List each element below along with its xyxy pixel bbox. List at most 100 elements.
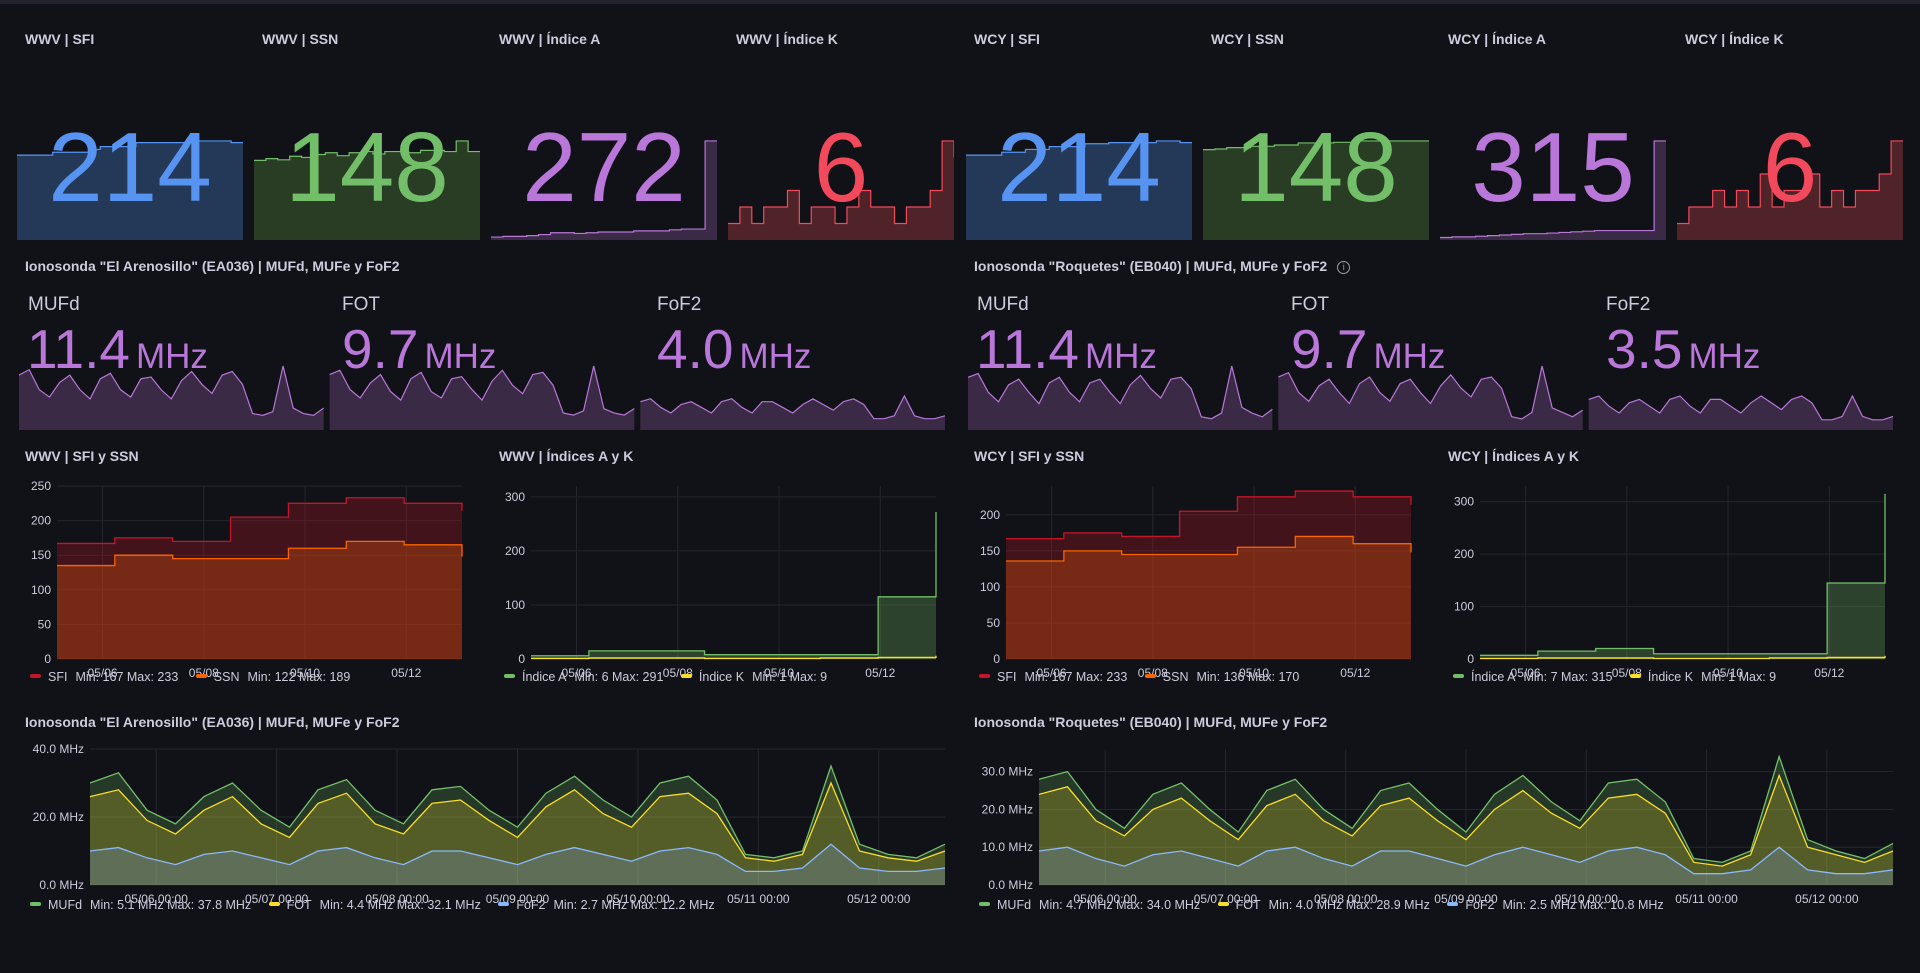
legend-item-index-k[interactable]: Índice K Min: 1 Max: 9 bbox=[680, 670, 827, 684]
info-icon[interactable]: i bbox=[1337, 261, 1351, 274]
series-area bbox=[531, 511, 936, 659]
x-tick-label: 05/10 bbox=[1239, 666, 1269, 680]
stat-panel-wwv-ssn[interactable]: WWV | SSN 148 bbox=[254, 26, 480, 240]
legend-stats: Min: 6 Max: 291 bbox=[574, 670, 664, 684]
legend-label: FOT bbox=[286, 898, 312, 912]
legend-swatch bbox=[30, 674, 41, 678]
legend-swatch bbox=[979, 674, 990, 678]
stat-panel-wcy-a[interactable]: WCY | Índice A 315 bbox=[1440, 26, 1666, 240]
legend-item-index-k[interactable]: Índice K Min: 1 Max: 9 bbox=[1629, 670, 1777, 684]
stat-panel-wcy-k[interactable]: WCY | Índice K 6 bbox=[1677, 26, 1903, 240]
legend-label: SSN bbox=[1162, 670, 1189, 684]
sparkline bbox=[728, 140, 954, 240]
legend-item-fof2[interactable]: FoF2 Min: 2.5 MHz Max: 10.8 MHz bbox=[1447, 898, 1664, 912]
iono-spark-line bbox=[18, 365, 325, 417]
series-line bbox=[89, 843, 946, 873]
legend-stats: Min: 167 Max: 233 bbox=[75, 670, 179, 684]
legend-stats: Min: 136 Max: 170 bbox=[1196, 670, 1300, 684]
legend-swatch bbox=[1217, 902, 1229, 906]
chart-legend: MUFd Min: 5.1 MHz Max: 37.8 MHz FOT Min: 4… bbox=[30, 898, 729, 912]
y-tick-label: 50 bbox=[38, 617, 52, 631]
stat-value: 6 bbox=[1762, 112, 1818, 222]
x-tick-label: 05/06 00:00 bbox=[125, 892, 189, 906]
panel-title: Ionosonda "El Arenosillo" (EA036) | MUFd… bbox=[25, 258, 400, 274]
sparkline-line bbox=[254, 140, 480, 162]
mufd-label: MUFd bbox=[977, 294, 1029, 315]
iono-spark-line bbox=[640, 394, 946, 420]
legend-swatch bbox=[498, 902, 510, 906]
y-tick-label: 20.0 MHz bbox=[33, 810, 84, 824]
legend-item-sfi[interactable]: SFI Min: 167 Max: 233 bbox=[979, 670, 1127, 684]
legend-item-ssn[interactable]: SSN Min: 136 Max: 170 bbox=[1144, 670, 1300, 684]
legend-item-mufd[interactable]: MUFd Min: 4.7 MHz Max: 34.0 MHz bbox=[979, 898, 1200, 912]
legend-item-mufd[interactable]: MUFd Min: 5.1 MHz Max: 37.8 MHz bbox=[30, 898, 251, 912]
series-line bbox=[89, 781, 946, 862]
y-tick-label: 0 bbox=[44, 652, 51, 666]
panel-title: WCY | Índice K bbox=[1685, 31, 1784, 47]
y-tick-label: 20.0 MHz bbox=[982, 802, 1033, 816]
y-tick-label: 200 bbox=[980, 508, 1000, 522]
legend-item-fof2[interactable]: FoF2 Min: 2.7 MHz Max: 12.2 MHz bbox=[498, 898, 715, 912]
legend-label: Índice A bbox=[1471, 670, 1516, 684]
x-tick-label: 05/06 bbox=[1037, 666, 1067, 680]
sparkline bbox=[17, 140, 243, 240]
stat-value: 214 bbox=[997, 112, 1161, 222]
x-tick-label: 05/10 bbox=[290, 666, 320, 680]
sparkline-line bbox=[1440, 140, 1666, 239]
panel-title: WWV | Índice A bbox=[499, 31, 601, 47]
stat-panel-wcy-sfi[interactable]: WCY | SFI 214 bbox=[966, 26, 1192, 240]
legend-item-sfi[interactable]: SFI Min: 167 Max: 233 bbox=[30, 670, 178, 684]
x-tick-label: 05/12 bbox=[391, 666, 421, 680]
legend-label: MUFd bbox=[997, 898, 1032, 912]
chart-panel-ionosonde-ea036[interactable]: Ionosonda "El Arenosillo" (EA036) | MUFd… bbox=[17, 712, 955, 920]
stat-panel-wwv-sfi[interactable]: WWV | SFI 214 bbox=[17, 26, 243, 240]
legend-stats: Min: 1 Max: 9 bbox=[1701, 670, 1777, 684]
legend-swatch bbox=[680, 674, 692, 678]
chart-panel-wcy-sfi-ssn[interactable]: WCY | SFI y SSN 0 50 100 150 200 05/06 05/08 05… bbox=[966, 446, 1421, 691]
x-tick-label: 05/10 bbox=[764, 666, 794, 680]
iono-spark-line bbox=[329, 365, 635, 416]
stat-panel-wcy-ssn[interactable]: WCY | SSN 148 bbox=[1203, 26, 1429, 240]
legend-item-fot[interactable]: FOT Min: 4.0 MHz Max: 28.9 MHz bbox=[1217, 898, 1430, 912]
x-tick-label: 05/12 00:00 bbox=[1795, 892, 1859, 906]
legend-item-ssn[interactable]: SSN Min: 122 Max: 189 bbox=[195, 670, 350, 684]
fof2-label: FoF2 bbox=[657, 294, 702, 315]
mufd-unit: MHz bbox=[1084, 337, 1157, 376]
chart-panel-wcy-a-k[interactable]: WCY | Índices A y K 0 100 200 300 05/06 05/08… bbox=[1440, 446, 1895, 691]
fof2-label: FoF2 bbox=[1606, 294, 1651, 315]
series-area bbox=[57, 541, 462, 659]
legend-stats: Min: 5.1 MHz Max: 37.8 MHz bbox=[90, 898, 252, 912]
iono-spark-line bbox=[1278, 365, 1583, 420]
mufd-unit: MHz bbox=[135, 337, 208, 376]
chart-legend: Índice A Min: 6 Max: 291 Índice K Min: 1 M… bbox=[504, 670, 841, 684]
chart-legend: SFI Min: 167 Max: 233 SSN Min: 136 Max: 17… bbox=[979, 670, 1313, 684]
series-line bbox=[89, 764, 946, 859]
legend-item-fot[interactable]: FOT Min: 4.4 MHz Max: 32.1 MHz bbox=[268, 898, 481, 912]
chart-panel-wwv-sfi-ssn[interactable]: WWV | SFI y SSN 0 50 100 150 200 250 05/06 05/0… bbox=[17, 446, 472, 691]
x-tick-label: 05/06 00:00 bbox=[1073, 892, 1137, 906]
sparkline bbox=[1440, 140, 1666, 240]
y-tick-label: 100 bbox=[505, 598, 525, 612]
x-tick-label: 05/10 00:00 bbox=[606, 892, 670, 906]
ionosonde-stat-panel-eb040[interactable]: Ionosonda "Roquetes" (EB040) | MUFd, MUF… bbox=[966, 256, 1903, 432]
y-tick-label: 0 bbox=[518, 652, 525, 666]
chart-panel-ionosonde-eb040[interactable]: Ionosonda "Roquetes" (EB040) | MUFd, MUF… bbox=[966, 712, 1903, 920]
legend-item-index-a[interactable]: Índice A Min: 6 Max: 291 bbox=[504, 670, 663, 684]
x-tick-label: 05/12 bbox=[1814, 666, 1844, 680]
series-line bbox=[1038, 754, 1894, 863]
fot-number: 9.7 bbox=[342, 318, 419, 380]
stat-panel-wwv-k[interactable]: WWV | Índice K 6 bbox=[728, 26, 954, 240]
legend-label: SSN bbox=[213, 670, 240, 684]
stat-panel-wwv-a[interactable]: WWV | Índice A 272 bbox=[491, 26, 717, 240]
y-tick-label: 250 bbox=[31, 479, 51, 493]
iono-spark-area bbox=[329, 366, 635, 430]
sparkline-line bbox=[491, 140, 717, 238]
y-tick-label: 200 bbox=[505, 544, 525, 558]
series-line bbox=[1006, 535, 1412, 562]
legend-label: Índice A bbox=[522, 670, 567, 684]
legend-item-index-a[interactable]: Índice A Min: 7 Max: 315 bbox=[1453, 670, 1612, 684]
ionosonde-stat-panel-ea036[interactable]: Ionosonda "El Arenosillo" (EA036) | MUFd… bbox=[17, 256, 955, 432]
sparkline-line bbox=[1677, 140, 1903, 225]
chart-panel-wwv-a-k[interactable]: WWV | Índices A y K 0 100 200 300 05/06 05/08… bbox=[491, 446, 946, 691]
